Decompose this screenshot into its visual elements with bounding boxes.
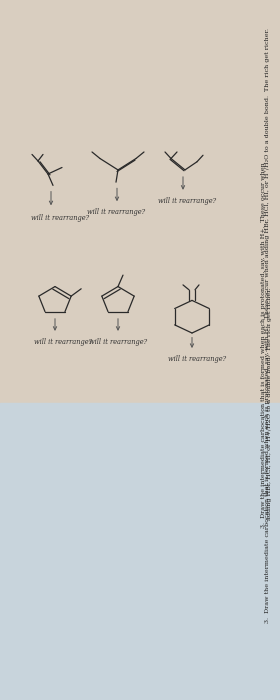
Bar xyxy=(0,130,280,403)
Text: will it rearrange?: will it rearrange? xyxy=(158,197,216,205)
Text: will it rearrange?: will it rearrange? xyxy=(168,355,226,363)
Bar xyxy=(0,403,280,700)
Text: will it rearrange?: will it rearrange? xyxy=(87,209,145,216)
Text: 3.  Draw the intermediate carbocation that is formed when each is protonated, sa: 3. Draw the intermediate carbocation tha… xyxy=(261,162,272,528)
Text: 3.  Draw the intermediate carbocation that is formed when each is protonated, sa: 3. Draw the intermediate carbocation tha… xyxy=(265,27,270,622)
Text: will it rearrange?: will it rearrange? xyxy=(31,214,89,222)
Text: will it rearrange?: will it rearrange? xyxy=(89,338,147,346)
Text: will it rearrange?: will it rearrange? xyxy=(34,338,92,346)
